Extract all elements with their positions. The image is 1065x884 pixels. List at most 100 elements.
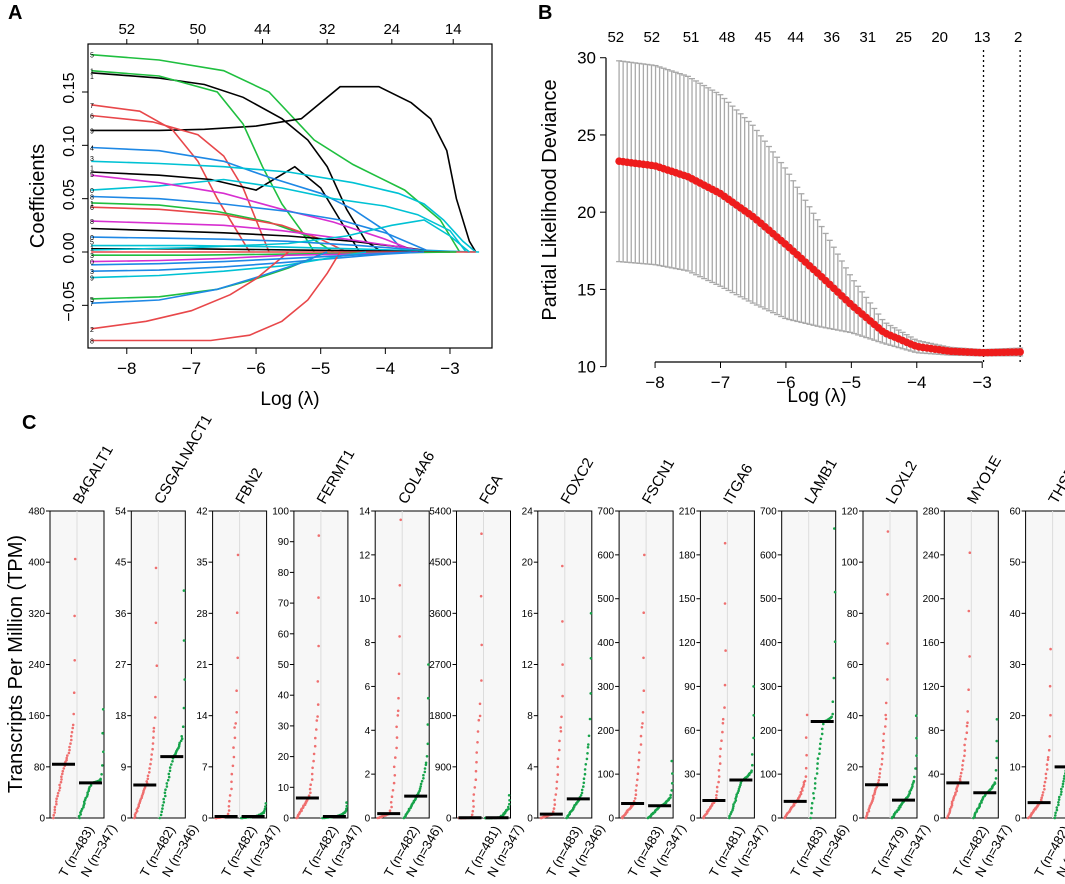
normal-dot <box>912 779 916 783</box>
normal-dot <box>426 742 430 746</box>
tumor-dot <box>231 764 235 768</box>
top-tick-label-a: 50 <box>190 21 207 38</box>
y-tick-label-c: 200 <box>923 594 940 605</box>
normal-dot <box>159 813 163 817</box>
normal-dot <box>183 678 186 681</box>
coefficient-path-27 <box>91 251 289 330</box>
path-index-label: 2 <box>90 327 94 334</box>
deviance-point <box>1016 348 1024 356</box>
y-tick-label-c: 14 <box>196 711 208 722</box>
normal-dot <box>420 779 424 783</box>
normal-dot <box>815 772 819 775</box>
y-tick-label-c: 100 <box>597 770 614 781</box>
y-tick-label-c: 80 <box>928 726 940 737</box>
tumor-dot <box>642 689 646 692</box>
tumor-dot <box>68 745 71 749</box>
y-tick-label-b: 20 <box>577 203 596 222</box>
tumor-dot <box>53 805 57 809</box>
tumor-dot <box>146 777 150 781</box>
y-tick-label-c: 50 <box>1009 558 1021 569</box>
tumor-dot <box>804 766 808 770</box>
tumor-dot <box>556 773 560 776</box>
tumor-dot <box>1039 798 1043 802</box>
normal-dot <box>99 777 102 781</box>
x-tick-label-b: −7 <box>711 373 730 392</box>
tumor-dot <box>228 794 232 797</box>
normal-dot <box>1055 806 1059 809</box>
normal-dot <box>830 715 833 719</box>
deviance-points <box>615 157 1024 357</box>
normal-dot <box>833 640 837 643</box>
top-tick-label-a: 52 <box>118 21 135 38</box>
tumor-dot <box>154 621 158 625</box>
panel-frame <box>1025 510 1065 819</box>
tumor-dot <box>1043 788 1046 791</box>
y-tick-label-c: 300 <box>597 682 614 693</box>
tumor-dot <box>723 541 727 545</box>
tumor-dot <box>480 643 484 647</box>
tumor-dot <box>800 787 804 790</box>
tumor-dot <box>803 779 807 783</box>
y-tick-label-c: 36 <box>115 609 127 620</box>
tumor-dot <box>310 772 314 776</box>
normal-dot <box>582 781 586 785</box>
normal-dot <box>670 759 673 763</box>
normal-dot <box>814 777 817 780</box>
gene-title: FSCN1 <box>639 456 678 507</box>
y-tick-label-c: 21 <box>196 660 208 671</box>
normal-dot <box>995 718 999 721</box>
normal-dot <box>993 781 997 784</box>
tumor-dot <box>478 714 482 718</box>
y-tick-label-c: 45 <box>115 558 127 569</box>
normal-dot <box>88 786 91 789</box>
tumor-dot <box>1048 684 1052 688</box>
normal-dot <box>832 676 836 680</box>
top-tick-label-b: 48 <box>719 29 736 46</box>
tumor-dot <box>954 791 957 795</box>
tumor-dot <box>799 790 803 794</box>
tumor-dot <box>967 609 971 613</box>
tumor-dot <box>472 805 475 808</box>
tumor-dot <box>65 758 68 762</box>
normal-dot <box>587 743 590 746</box>
tumor-dot <box>961 764 964 767</box>
y-tick-label-c: 400 <box>597 638 614 649</box>
tumor-dot <box>315 728 318 731</box>
path-index-label: 8 <box>90 339 94 346</box>
tumor-dot <box>52 813 55 817</box>
normal-dot <box>422 777 425 780</box>
x-tick-label-b: −8 <box>645 373 664 392</box>
tumor-dot <box>552 807 556 810</box>
path-index-label: 1 <box>90 246 94 253</box>
tumor-dot <box>804 736 808 739</box>
normal-dot <box>507 805 510 809</box>
path-index-label: 7 <box>90 301 94 308</box>
tumor-dot <box>478 702 482 706</box>
normal-dot <box>264 805 267 808</box>
tumor-dot <box>146 774 150 778</box>
tumor-dot <box>67 751 71 755</box>
tumor-dot <box>397 696 400 700</box>
normal-dot <box>102 750 105 754</box>
normal-dot <box>583 768 587 771</box>
y-tick-label-c: 30 <box>684 770 696 781</box>
tumor-dot <box>805 753 808 757</box>
y-tick-label-c: 20 <box>847 762 859 773</box>
coefficient-path-1 <box>91 53 461 253</box>
path-index-label: 8 <box>90 195 94 202</box>
normal-dot <box>167 775 171 779</box>
tumor-dot <box>310 778 314 781</box>
gene-title: LOXL2 <box>883 458 921 507</box>
tumor-dot <box>1049 713 1052 717</box>
normal-dot <box>423 767 427 770</box>
tumor-dot <box>480 532 483 535</box>
tumor-dot <box>154 695 157 699</box>
tumor-dot <box>312 759 315 763</box>
tumor-dot <box>880 757 884 761</box>
tumor-dot <box>390 805 393 809</box>
tumor-dot <box>636 778 639 782</box>
tumor-dot <box>149 762 152 766</box>
tumor-dot <box>476 730 480 733</box>
